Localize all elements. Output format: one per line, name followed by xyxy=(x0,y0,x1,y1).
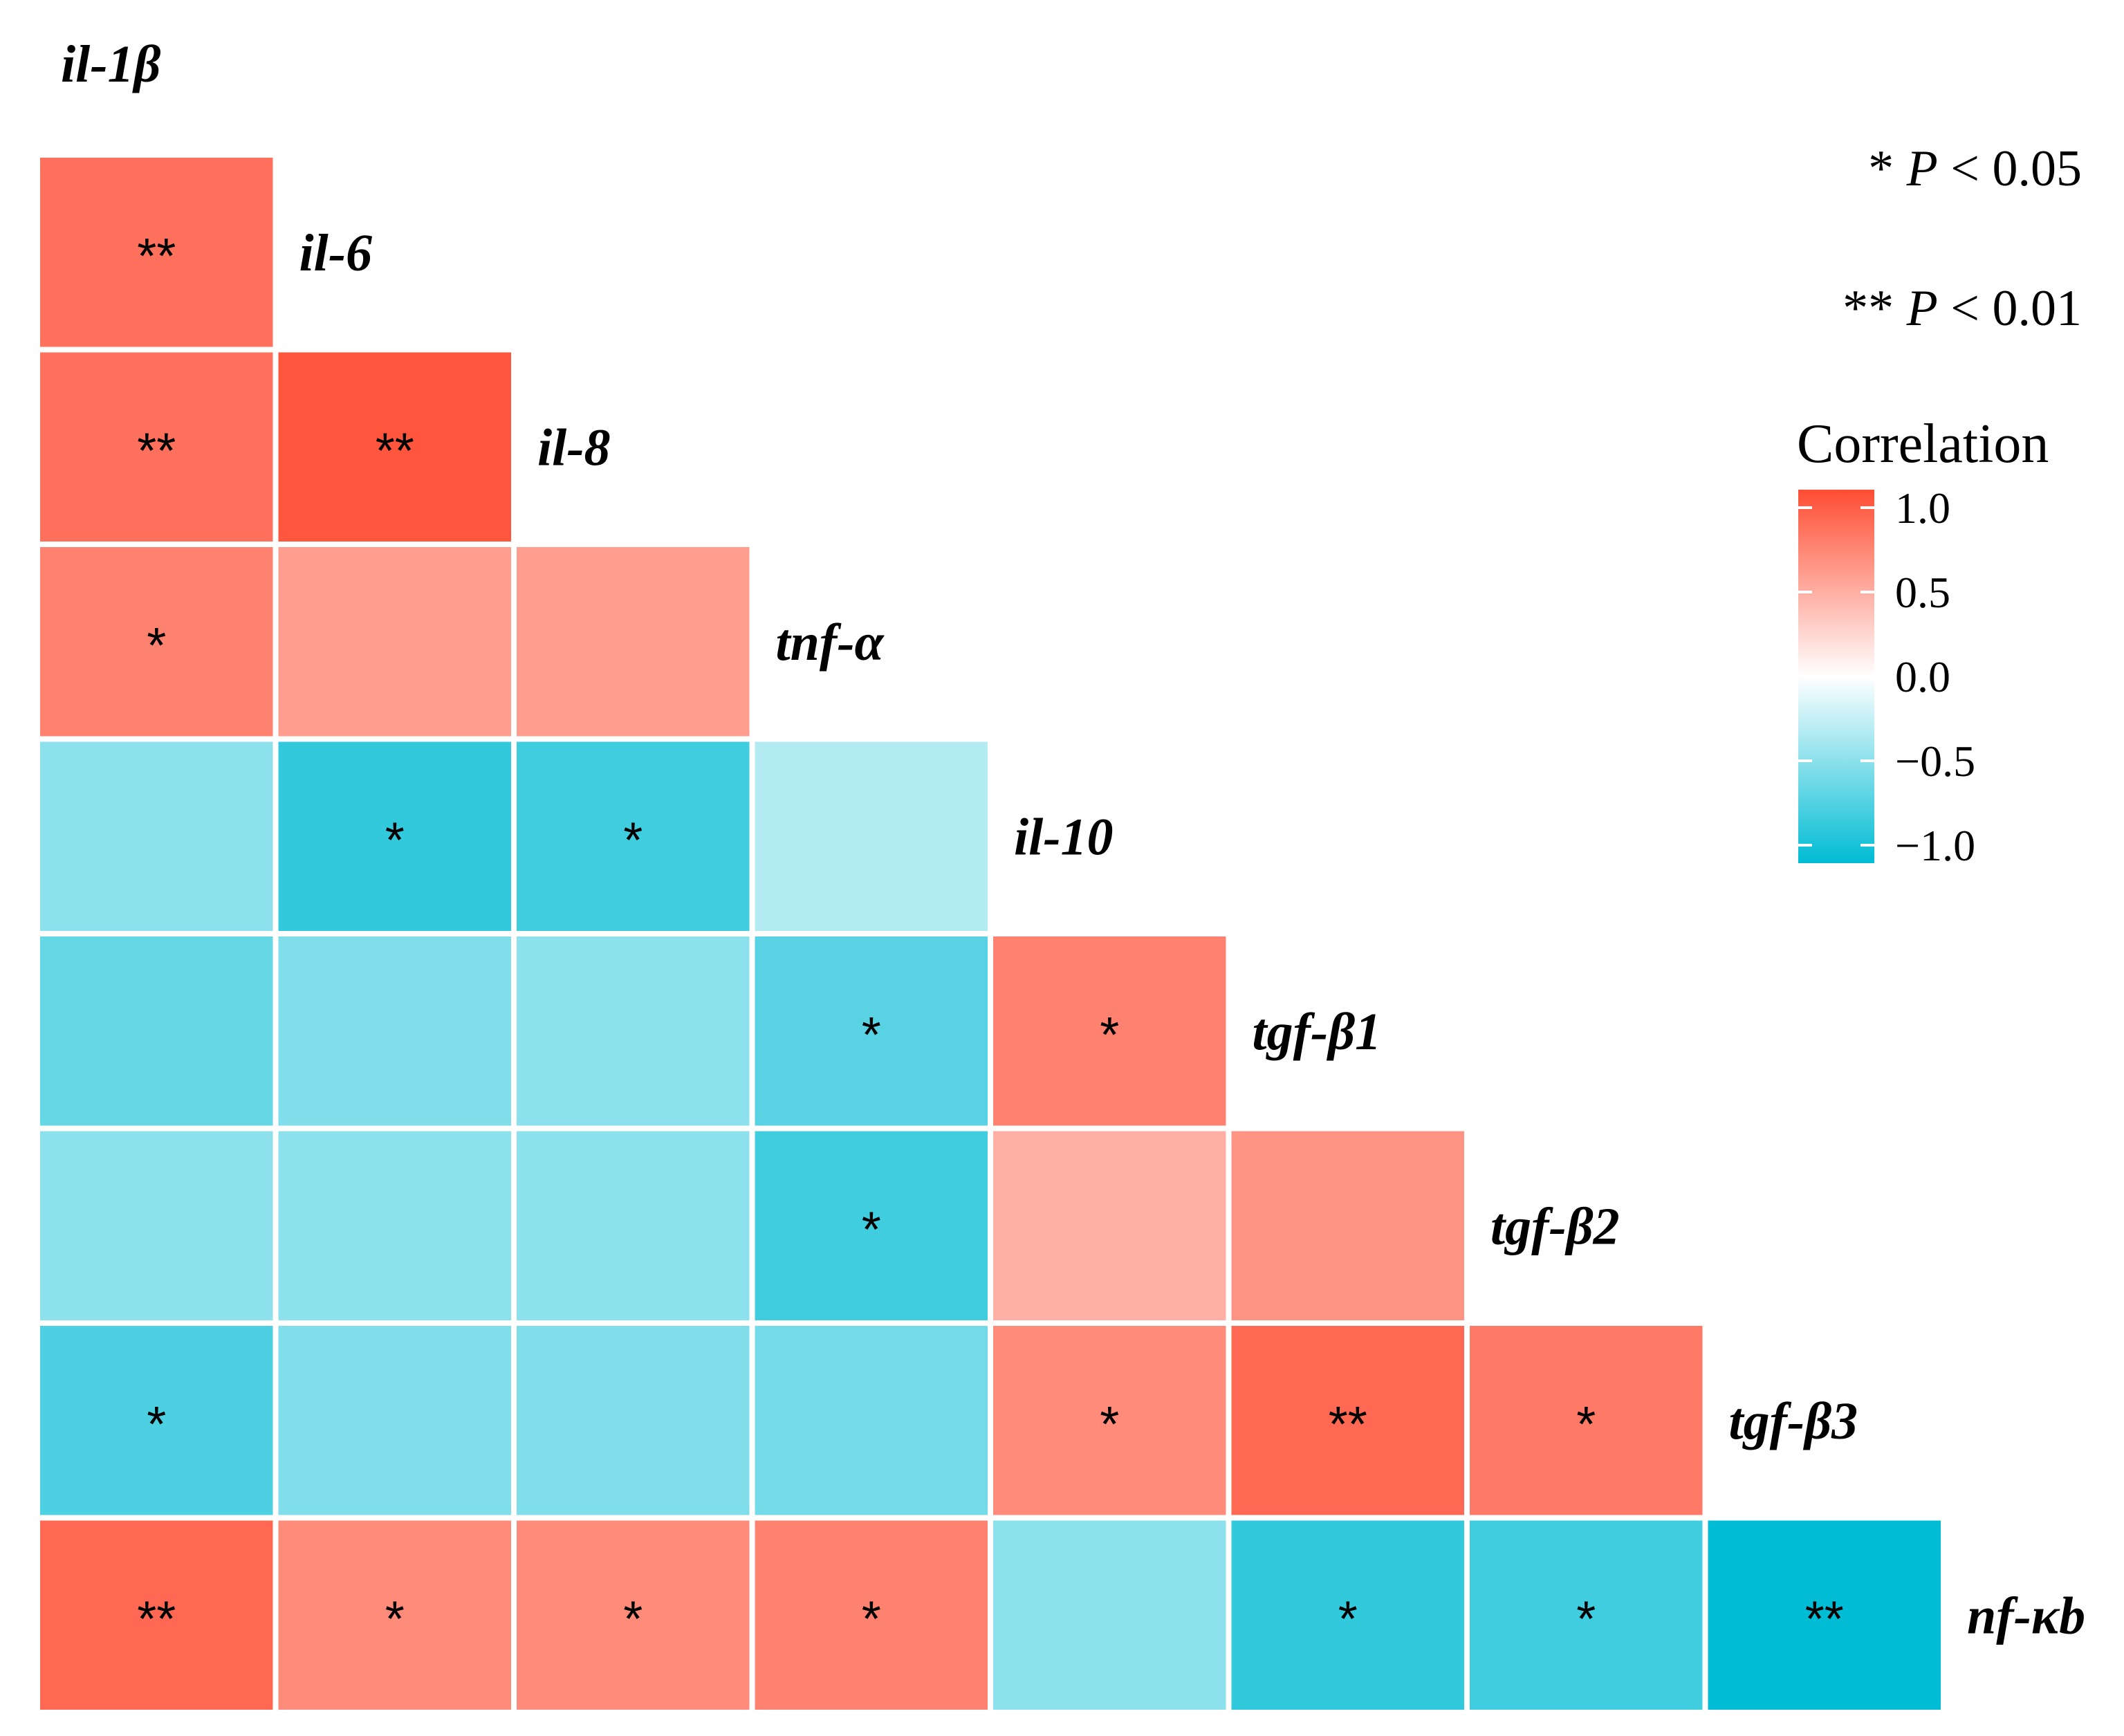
cell-tgf-beta1-tnf-alpha xyxy=(755,936,988,1126)
sig-legend-p: P xyxy=(1906,140,1938,197)
colorbar-title: Correlation xyxy=(1797,414,2049,474)
significance-mark: ** xyxy=(376,423,414,479)
cell-tgf-beta1-il-8 xyxy=(517,936,750,1126)
cell-nf-kappab-il-6 xyxy=(278,1520,511,1710)
cell-nf-kappab-il-1beta xyxy=(40,1520,273,1710)
significance-mark: * xyxy=(1100,1397,1119,1452)
significance-mark: * xyxy=(385,813,405,868)
gene-label-il-8: il-8 xyxy=(537,418,611,477)
cell-tgf-beta3-il-8 xyxy=(517,1326,750,1515)
gene-label-il-6: il-6 xyxy=(299,224,373,282)
cell-tgf-beta2-il-10 xyxy=(993,1131,1226,1320)
sig-legend-rest: < 0.05 xyxy=(1938,140,2082,197)
gene-label-tgf-beta1: tgf-β1 xyxy=(1253,1003,1382,1061)
significance-mark: ** xyxy=(137,1591,176,1647)
significance-mark: * xyxy=(147,618,166,674)
significance-mark: ** xyxy=(137,229,176,284)
cell-tgf-beta2-il-6 xyxy=(278,1131,511,1320)
significance-mark: * xyxy=(1100,1008,1119,1063)
cell-il-10-il-8 xyxy=(517,741,750,931)
cell-nf-kappab-il-8 xyxy=(517,1520,750,1710)
heatmap-cells: **** **** ** *** * ** *** * * * * * ** xyxy=(40,158,1941,1710)
sig-legend-mark: * xyxy=(1868,140,1907,197)
cell-il-8-il-1beta xyxy=(40,352,273,542)
cell-tgf-beta3-il-10 xyxy=(993,1326,1226,1515)
significance-mark: * xyxy=(862,1591,881,1647)
significance-mark: * xyxy=(623,1591,643,1647)
significance-mark: ** xyxy=(1805,1591,1844,1647)
cell-il-10-il-1beta xyxy=(40,741,273,931)
cell-il-6-il-1beta xyxy=(40,158,273,347)
cell-tgf-beta3-il-1beta xyxy=(40,1326,273,1515)
cell-tgf-beta2-tnf-alpha xyxy=(755,1131,988,1320)
gene-label-tnf-alpha: tnf-α xyxy=(776,613,885,672)
significance-mark: * xyxy=(623,813,643,868)
cell-tgf-beta2-tgf-beta1 xyxy=(1231,1131,1464,1320)
cell-tnf-alpha-il-8 xyxy=(517,547,750,737)
cell-tgf-beta3-tgf-beta1 xyxy=(1231,1326,1464,1515)
significance-mark: * xyxy=(1576,1591,1596,1647)
sig-legend-rest: < 0.01 xyxy=(1938,280,2082,337)
significance-mark: * xyxy=(1338,1591,1358,1647)
cell-tgf-beta3-tgf-beta2 xyxy=(1470,1326,1703,1515)
cell-tgf-beta2-il-8 xyxy=(517,1131,750,1320)
cell-tgf-beta2-il-1beta xyxy=(40,1131,273,1320)
cell-nf-kappab-tgf-beta2 xyxy=(1470,1520,1703,1710)
gene-label-il-1beta: il-1β xyxy=(61,35,161,93)
gene-labels: il-1β il-6 il-8 tnf-α il-10 tgf-β1 tgf-β2 tgf-β… xyxy=(61,35,2085,1645)
significance-legend-item: * P < 0.05 xyxy=(1868,140,2082,197)
significance-legend-item: ** P < 0.01 xyxy=(1843,280,2082,337)
cell-il-8-il-6 xyxy=(278,352,511,542)
significance-mark: ** xyxy=(1329,1397,1367,1452)
gene-label-nf-kappab: nf-κb xyxy=(1967,1587,2085,1645)
gene-label-tgf-beta3: tgf-β3 xyxy=(1729,1392,1858,1450)
colorbar-tick-label: −1.0 xyxy=(1895,821,1975,870)
cell-tgf-beta1-il-1beta xyxy=(40,936,273,1126)
significance-mark: * xyxy=(147,1397,166,1452)
cell-tgf-beta3-tnf-alpha xyxy=(755,1326,988,1515)
sig-legend-mark: ** xyxy=(1843,280,1907,337)
cell-tgf-beta1-il-6 xyxy=(278,936,511,1126)
cell-il-10-tnf-alpha xyxy=(755,741,988,931)
sig-legend-p: P xyxy=(1906,280,1938,337)
significance-mark: * xyxy=(385,1591,405,1647)
cell-tgf-beta3-il-6 xyxy=(278,1326,511,1515)
significance-mark: * xyxy=(862,1202,881,1257)
cell-il-10-il-6 xyxy=(278,741,511,931)
gene-label-tgf-beta2: tgf-β2 xyxy=(1490,1197,1620,1255)
legend: * P < 0.05 ** P < 0.01 Correlation 1.0 0.5 0.… xyxy=(1797,140,2082,870)
cell-nf-kappab-tgf-beta1 xyxy=(1231,1520,1464,1710)
significance-mark: * xyxy=(862,1008,881,1063)
cell-tgf-beta1-il-10 xyxy=(993,936,1226,1126)
cell-tnf-alpha-il-1beta xyxy=(40,547,273,737)
gene-label-il-10: il-10 xyxy=(1014,808,1114,866)
cell-nf-kappab-tnf-alpha xyxy=(755,1520,988,1710)
colorbar-tick-label: 0.5 xyxy=(1895,568,1950,617)
cell-nf-kappab-il-10 xyxy=(993,1520,1226,1710)
colorbar-tick-label: −0.5 xyxy=(1895,737,1975,786)
cell-tnf-alpha-il-6 xyxy=(278,547,511,737)
cell-nf-kappab-tgf-beta3 xyxy=(1708,1520,1941,1710)
significance-mark: ** xyxy=(137,423,176,479)
colorbar-tick-label: 0.0 xyxy=(1895,652,1950,701)
colorbar-tick-label: 1.0 xyxy=(1895,483,1950,533)
significance-mark: * xyxy=(1576,1397,1596,1452)
